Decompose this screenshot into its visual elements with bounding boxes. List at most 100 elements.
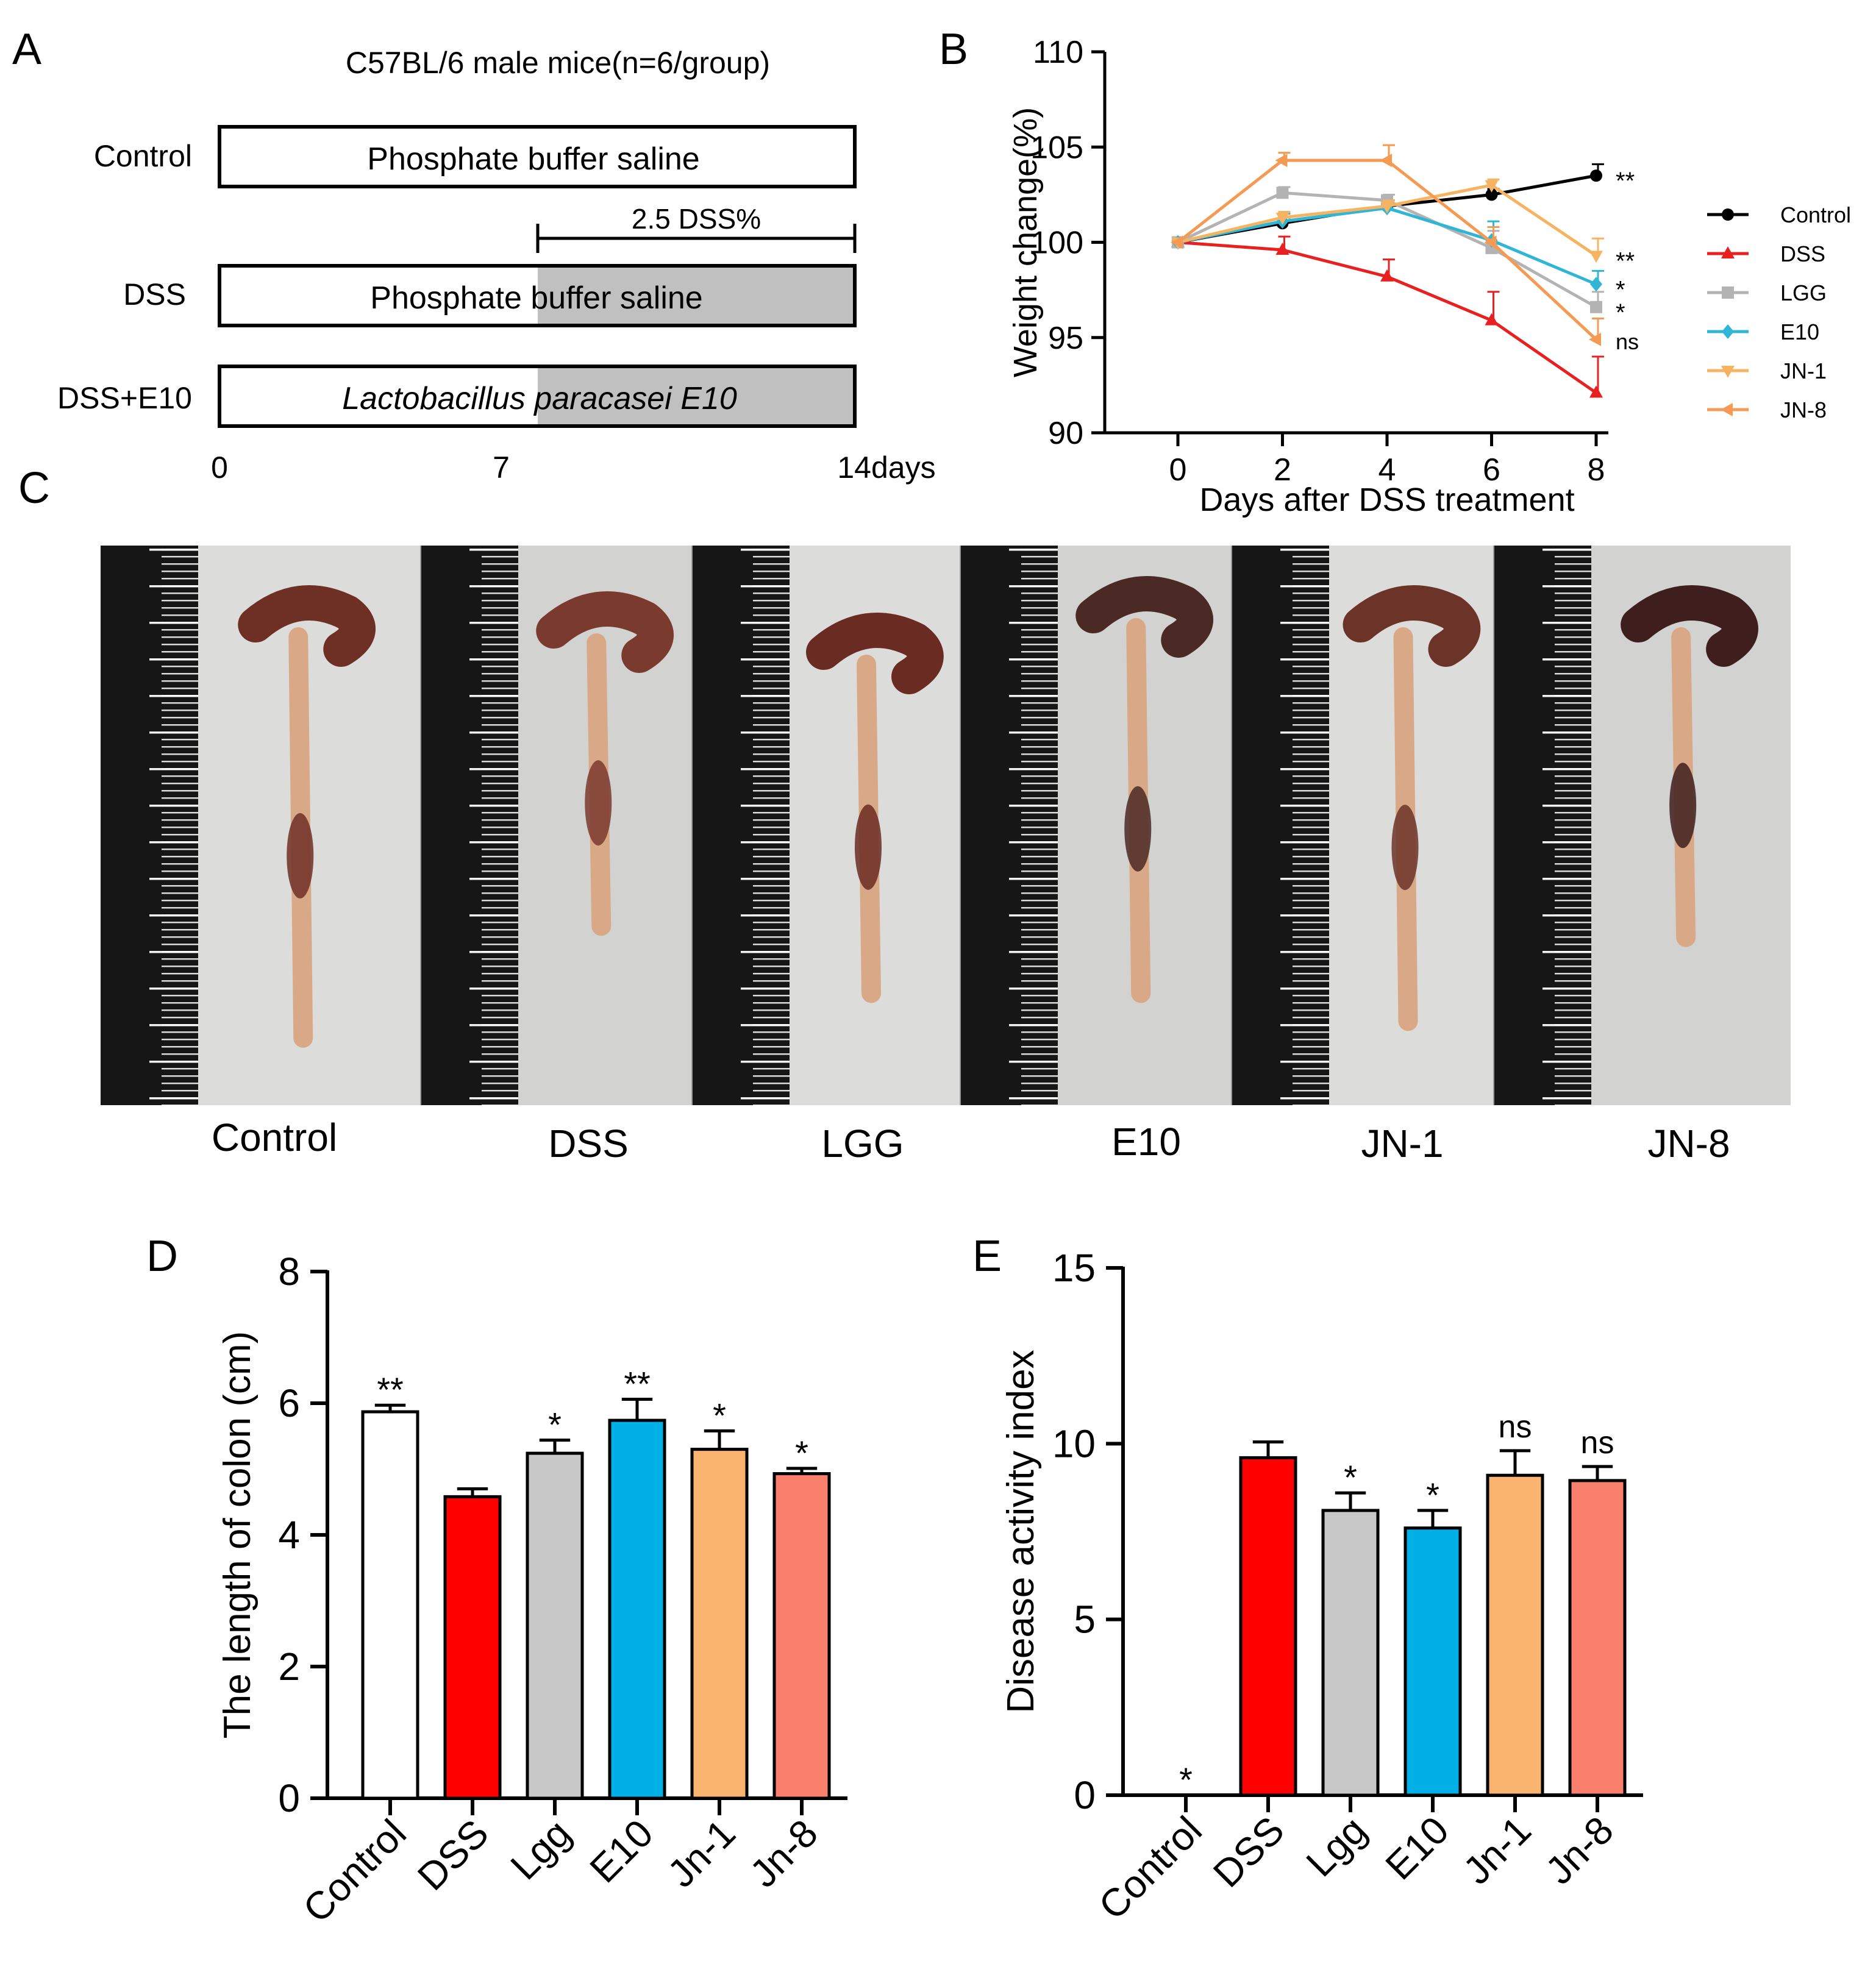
- bar-jn-8: [772, 1472, 831, 1800]
- panel-letter-d: D: [146, 1232, 178, 1281]
- bar-group-dss: DSS: [409, 1487, 502, 1899]
- x-tick-label: DSS: [409, 1811, 497, 1899]
- data-point: [1171, 235, 1183, 249]
- x-tick-label: 2: [1274, 452, 1291, 488]
- significance-label: *: [1179, 1760, 1193, 1799]
- significance-label: *: [548, 1405, 562, 1443]
- data-point: [1590, 169, 1602, 182]
- legend-entry-e10: E10: [1707, 319, 1819, 344]
- significance-label: **: [1616, 247, 1635, 274]
- bar-group-control: * Control: [1090, 1760, 1210, 1928]
- x-tick-label: 4: [1378, 452, 1396, 488]
- bar-dss: [1239, 1456, 1297, 1797]
- data-point: [1590, 277, 1602, 292]
- colon-photo-strip: [101, 546, 1791, 1105]
- data-point: [1484, 235, 1497, 249]
- bar-dss: [218, 264, 857, 327]
- bar-control: [361, 1410, 419, 1800]
- colon-photo-4: [960, 546, 1232, 1105]
- panel-b-weight-chart: B 90 95 100 105 110 0 2 4 6 8 Days after DSS treat…: [939, 25, 1851, 518]
- significance-label: ns: [1581, 1425, 1614, 1461]
- cecum: [536, 591, 674, 673]
- series-e10: *: [1172, 199, 1625, 303]
- photo-label-e10: E10: [1111, 1120, 1181, 1164]
- data-point: [1590, 301, 1602, 313]
- legend-marker: [1721, 403, 1733, 416]
- legend-label: JN-1: [1780, 358, 1827, 383]
- bar-group-e10: * E10: [1377, 1476, 1462, 1888]
- colon-photo-3: [692, 546, 960, 1105]
- colon-contents: [287, 813, 314, 899]
- bar-group-jn-1: * Jn-1: [659, 1396, 749, 1896]
- significance-label: ns: [1499, 1409, 1532, 1445]
- x-tick-label: 0: [1169, 452, 1187, 488]
- colon-contents: [1391, 805, 1419, 891]
- legend-marker: [1721, 246, 1735, 258]
- legend-label: E10: [1780, 319, 1819, 344]
- dss-shade-e10: [538, 366, 855, 426]
- x-tick-label: Jn-1: [659, 1811, 744, 1896]
- data-point: [1275, 154, 1288, 168]
- photo-label-jn-1: JN-1: [1361, 1122, 1443, 1165]
- panel-letter-b: B: [939, 25, 968, 74]
- ruler-major-ticks: [469, 546, 518, 1105]
- dss-bracket-label: 2.5 DSS%: [632, 203, 761, 235]
- x-tick-label: E10: [581, 1811, 661, 1891]
- y-tick-label: 5: [1074, 1598, 1096, 1642]
- bar-text-control: Phosphate buffer saline: [367, 141, 699, 177]
- colon-contents: [585, 760, 612, 846]
- significance-label: **: [377, 1370, 404, 1409]
- significance-label: *: [795, 1434, 808, 1472]
- timeline-tick-7: 7: [493, 450, 510, 485]
- series-jn-1: **: [1171, 178, 1635, 274]
- row-label-dss-e10: DSS+E10: [57, 381, 192, 415]
- y-tick-label: 8: [278, 1250, 300, 1294]
- bar-jn-1: [1486, 1473, 1544, 1797]
- bar-jn-8: [1568, 1479, 1627, 1797]
- significance-label: **: [1616, 168, 1635, 194]
- data-point: [1589, 385, 1603, 398]
- timeline-tick-0: 0: [211, 450, 228, 485]
- bar-group-jn-1: ns Jn-1: [1455, 1409, 1544, 1893]
- x-tick-label: E10: [1377, 1808, 1457, 1888]
- panel-c-colon-photos: C Control DSS LGG E10 JN-1 JN-8: [18, 464, 1791, 1165]
- cecum: [1343, 585, 1481, 667]
- row-label-dss: DSS: [123, 277, 186, 311]
- x-tick-label: 6: [1483, 452, 1500, 488]
- photo-label-dss: DSS: [548, 1122, 629, 1165]
- legend-marker: [1721, 366, 1735, 378]
- data-point: [1485, 180, 1499, 193]
- legend-entry-jn-8: JN-8: [1707, 397, 1827, 422]
- cecum: [1075, 576, 1213, 658]
- y-tick-label: 4: [278, 1513, 300, 1557]
- significance-label: **: [624, 1365, 651, 1403]
- bar-group-jn-8: * Jn-8: [741, 1434, 831, 1896]
- data-point: [1276, 187, 1289, 199]
- photo-label-control: Control: [212, 1116, 337, 1159]
- bar-group-dss: DSS: [1205, 1440, 1297, 1896]
- bar-control: [218, 125, 857, 188]
- ruler-major-ticks: [1543, 546, 1591, 1105]
- colon-contents: [1669, 763, 1697, 849]
- bar-group-e10: ** E10: [581, 1365, 666, 1891]
- series-dss: [1171, 235, 1604, 398]
- data-point: [1589, 332, 1601, 346]
- bar-e10: [1403, 1526, 1462, 1797]
- ruler-major-ticks: [1280, 546, 1329, 1105]
- ruler-major-ticks: [1009, 546, 1058, 1105]
- x-tick-label: Jn-8: [1537, 1808, 1622, 1893]
- y-tick-label: 15: [1052, 1246, 1096, 1290]
- x-tick-label: Jn-1: [1455, 1808, 1539, 1893]
- significance-label: *: [1616, 299, 1625, 326]
- data-point: [1380, 201, 1394, 214]
- significance-label: *: [1344, 1458, 1357, 1496]
- series-jn-8: ns: [1171, 144, 1639, 354]
- bar-lgg: [1321, 1509, 1380, 1797]
- colon-photo-labels: Control DSS LGG E10 JN-1 JN-8: [212, 1116, 1730, 1165]
- data-point: [1380, 269, 1394, 282]
- panel-letter-e: E: [972, 1232, 1002, 1281]
- panel-a-title: C57BL/6 male mice(n=6/group): [346, 46, 770, 80]
